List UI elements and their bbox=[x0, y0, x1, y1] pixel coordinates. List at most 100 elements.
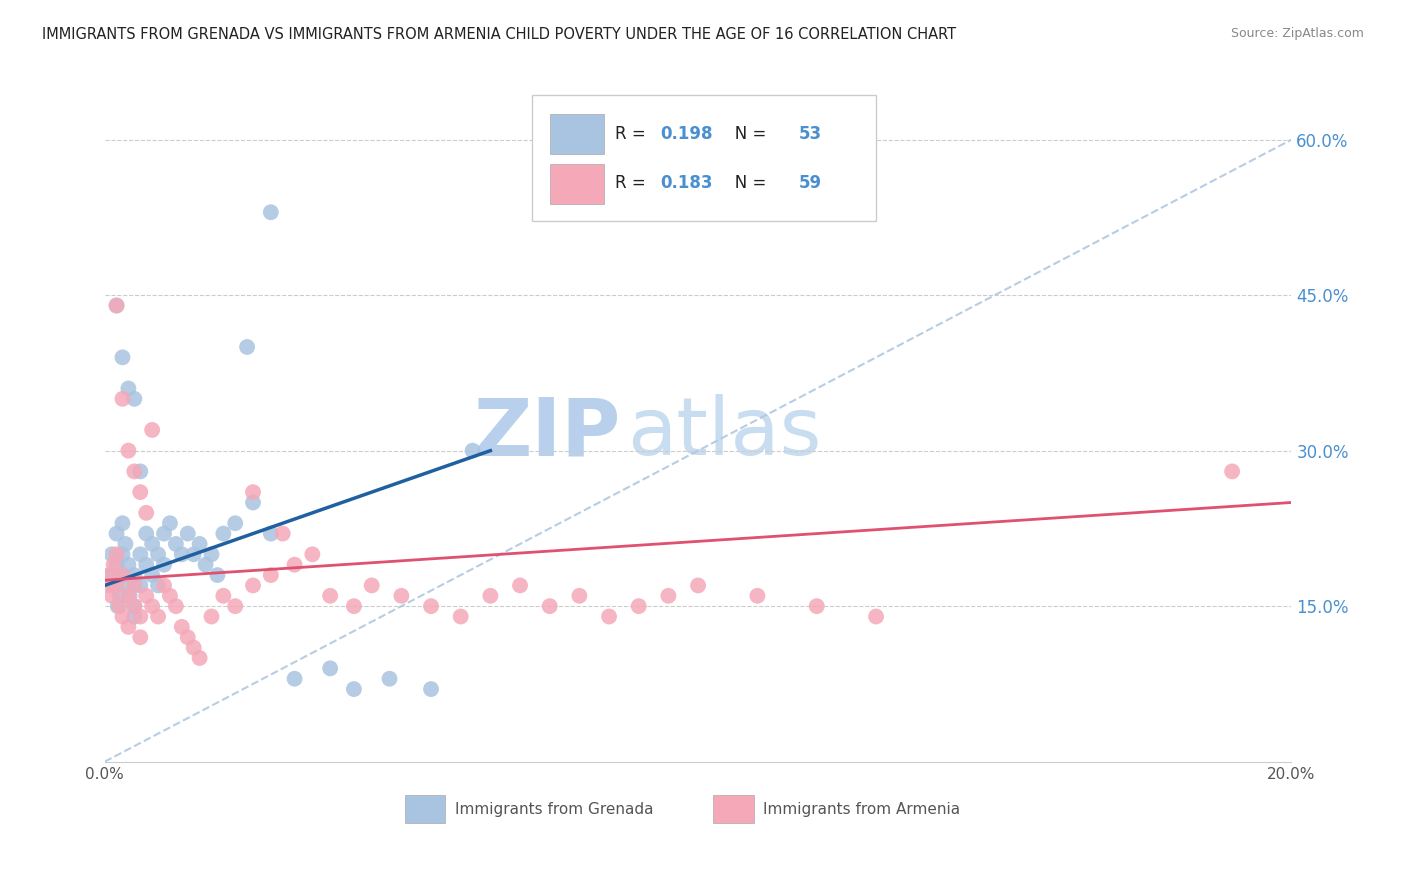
Point bbox=[117, 620, 139, 634]
Text: ZIP: ZIP bbox=[474, 394, 621, 472]
Point bbox=[135, 526, 157, 541]
Point bbox=[124, 464, 146, 478]
Point bbox=[598, 609, 620, 624]
Point bbox=[124, 392, 146, 406]
Point bbox=[177, 630, 200, 644]
Point bbox=[118, 589, 141, 603]
Text: Immigrants from Armenia: Immigrants from Armenia bbox=[763, 802, 960, 817]
Point bbox=[153, 578, 176, 592]
Point bbox=[98, 568, 121, 582]
Point bbox=[117, 558, 139, 572]
Text: N =: N = bbox=[720, 175, 772, 193]
Point bbox=[124, 578, 146, 592]
Point bbox=[461, 443, 484, 458]
Point bbox=[105, 547, 128, 561]
Point bbox=[865, 609, 887, 624]
Point bbox=[129, 609, 152, 624]
Point bbox=[200, 609, 222, 624]
Point bbox=[129, 464, 152, 478]
Point bbox=[103, 578, 125, 592]
Point bbox=[260, 205, 283, 219]
Point bbox=[159, 516, 181, 531]
Text: atlas: atlas bbox=[627, 394, 821, 472]
Point bbox=[343, 599, 366, 614]
Point bbox=[105, 299, 128, 313]
Point bbox=[420, 682, 443, 697]
Point bbox=[509, 578, 531, 592]
Point bbox=[105, 578, 128, 592]
Text: R =: R = bbox=[614, 175, 651, 193]
Point bbox=[260, 526, 283, 541]
Point bbox=[117, 589, 139, 603]
Point bbox=[111, 609, 134, 624]
Point bbox=[129, 485, 152, 500]
Point bbox=[111, 392, 134, 406]
Point bbox=[260, 568, 283, 582]
Point bbox=[242, 495, 264, 509]
Point bbox=[153, 558, 176, 572]
Point bbox=[117, 381, 139, 395]
Point bbox=[242, 485, 264, 500]
Point bbox=[141, 537, 163, 551]
Point bbox=[100, 568, 122, 582]
Point bbox=[141, 423, 163, 437]
Text: 53: 53 bbox=[799, 125, 823, 143]
Point bbox=[806, 599, 828, 614]
Point bbox=[177, 526, 200, 541]
FancyBboxPatch shape bbox=[531, 95, 876, 221]
Point bbox=[224, 599, 246, 614]
Point bbox=[188, 537, 211, 551]
Text: IMMIGRANTS FROM GRENADA VS IMMIGRANTS FROM ARMENIA CHILD POVERTY UNDER THE AGE O: IMMIGRANTS FROM GRENADA VS IMMIGRANTS FR… bbox=[42, 27, 956, 42]
Point bbox=[108, 599, 131, 614]
Point bbox=[207, 568, 229, 582]
Point bbox=[129, 578, 152, 592]
Point bbox=[114, 537, 136, 551]
Point bbox=[124, 609, 146, 624]
Point bbox=[170, 547, 193, 561]
Point bbox=[135, 589, 157, 603]
Point bbox=[111, 351, 134, 365]
Point bbox=[188, 651, 211, 665]
Text: Source: ZipAtlas.com: Source: ZipAtlas.com bbox=[1230, 27, 1364, 40]
Point bbox=[686, 578, 709, 592]
Point bbox=[183, 640, 205, 655]
Point bbox=[194, 558, 217, 572]
Point bbox=[1220, 464, 1243, 478]
Point bbox=[141, 599, 163, 614]
Point bbox=[183, 547, 205, 561]
Point bbox=[111, 568, 134, 582]
Point bbox=[450, 609, 472, 624]
Point bbox=[389, 589, 412, 603]
FancyBboxPatch shape bbox=[550, 163, 605, 204]
Point bbox=[301, 547, 323, 561]
Point bbox=[343, 682, 366, 697]
Point bbox=[284, 672, 307, 686]
Point bbox=[111, 547, 134, 561]
Text: N =: N = bbox=[720, 125, 772, 143]
Point bbox=[657, 589, 679, 603]
Point bbox=[360, 578, 382, 592]
Point bbox=[165, 599, 187, 614]
Point bbox=[146, 547, 169, 561]
Point bbox=[224, 516, 246, 531]
Text: 0.198: 0.198 bbox=[659, 125, 713, 143]
Point bbox=[319, 589, 342, 603]
Point bbox=[146, 609, 169, 624]
Point bbox=[479, 589, 502, 603]
Point bbox=[101, 589, 124, 603]
Point bbox=[170, 620, 193, 634]
Point bbox=[212, 589, 235, 603]
Point bbox=[212, 526, 235, 541]
Text: 0.183: 0.183 bbox=[659, 175, 713, 193]
Point bbox=[568, 589, 591, 603]
Text: 59: 59 bbox=[799, 175, 823, 193]
Point bbox=[117, 578, 139, 592]
Point bbox=[165, 537, 187, 551]
Point bbox=[111, 516, 134, 531]
Point bbox=[378, 672, 401, 686]
Point bbox=[538, 599, 561, 614]
Point bbox=[108, 589, 131, 603]
FancyBboxPatch shape bbox=[713, 795, 754, 823]
Point bbox=[747, 589, 769, 603]
Point bbox=[105, 299, 128, 313]
